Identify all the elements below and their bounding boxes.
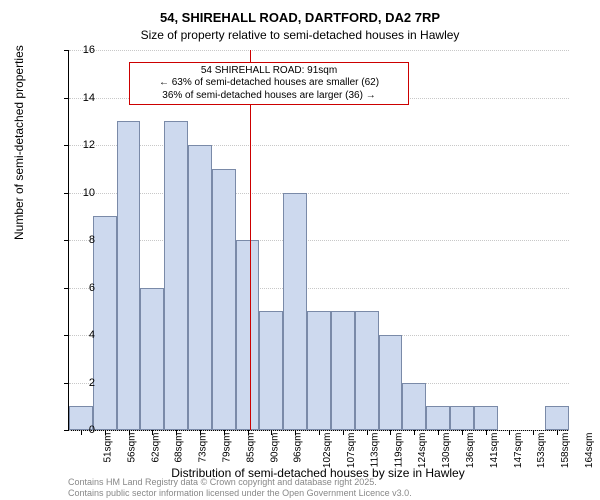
xtick-mark: [414, 430, 415, 435]
xtick-label: 158sqm: [560, 433, 571, 469]
xtick-mark: [176, 430, 177, 435]
gridline: [69, 193, 569, 194]
annotation-line: ← 63% of semi-detached houses are smalle…: [134, 77, 404, 90]
histogram-bar: [259, 311, 283, 430]
histogram-bar: [307, 311, 331, 430]
xtick-label: 73sqm: [198, 433, 209, 463]
gridline: [69, 50, 569, 51]
xtick-mark: [224, 430, 225, 435]
xtick-label: 147sqm: [513, 433, 524, 469]
xtick-label: 153sqm: [537, 433, 548, 469]
xtick-label: 96sqm: [293, 433, 304, 463]
xtick-mark: [509, 430, 510, 435]
xtick-label: 119sqm: [393, 433, 404, 468]
histogram-bar: [117, 121, 141, 430]
xtick-mark: [390, 430, 391, 435]
xtick-mark: [343, 430, 344, 435]
histogram-bar: [355, 311, 379, 430]
histogram-bar: [402, 383, 426, 431]
property-marker-line: [250, 50, 251, 430]
xtick-mark: [557, 430, 558, 435]
xtick-mark: [295, 430, 296, 435]
annotation-line: 54 SHIREHALL ROAD: 91sqm: [134, 65, 404, 78]
histogram-bar: [426, 406, 450, 430]
xtick-label: 164sqm: [584, 433, 595, 469]
xtick-label: 130sqm: [441, 433, 452, 469]
xtick-mark: [319, 430, 320, 435]
xtick-label: 79sqm: [221, 433, 232, 463]
xtick-label: 68sqm: [174, 433, 185, 463]
histogram-bar: [450, 406, 474, 430]
chart-container: 54, SHIREHALL ROAD, DARTFORD, DA2 7RP Si…: [0, 0, 600, 500]
histogram-bar: [331, 311, 355, 430]
ytick-label: 8: [65, 234, 95, 246]
xtick-label: 102sqm: [322, 433, 333, 469]
xtick-mark: [271, 430, 272, 435]
annotation-box: 54 SHIREHALL ROAD: 91sqm← 63% of semi-de…: [129, 62, 409, 106]
ytick-label: 4: [65, 329, 95, 341]
ytick-label: 2: [65, 377, 95, 389]
ytick-label: 16: [65, 44, 95, 56]
xtick-label: 107sqm: [346, 433, 357, 469]
xtick-mark: [129, 430, 130, 435]
annotation-line: 36% of semi-detached houses are larger (…: [134, 90, 404, 103]
histogram-bar: [164, 121, 188, 430]
xtick-label: 113sqm: [369, 433, 380, 468]
xtick-mark: [438, 430, 439, 435]
xtick-label: 85sqm: [245, 433, 256, 463]
xtick-label: 124sqm: [418, 433, 429, 469]
chart-title-main: 54, SHIREHALL ROAD, DARTFORD, DA2 7RP: [0, 10, 600, 25]
xtick-mark: [200, 430, 201, 435]
xtick-mark: [486, 430, 487, 435]
xtick-label: 62sqm: [150, 433, 161, 463]
y-axis-label: Number of semi-detached properties: [12, 45, 26, 240]
histogram-bar: [93, 216, 117, 430]
histogram-bar: [379, 335, 403, 430]
ytick-label: 14: [65, 92, 95, 104]
xtick-mark: [533, 430, 534, 435]
plot-area: 51sqm56sqm62sqm68sqm73sqm79sqm85sqm90sqm…: [68, 50, 569, 431]
footer-line-2: Contains public sector information licen…: [68, 488, 412, 498]
xtick-label: 141sqm: [489, 433, 500, 469]
xtick-mark: [152, 430, 153, 435]
xtick-mark: [105, 430, 106, 435]
xtick-label: 90sqm: [269, 433, 280, 463]
histogram-bar: [545, 406, 569, 430]
xtick-mark: [248, 430, 249, 435]
histogram-bar: [212, 169, 236, 430]
histogram-bar: [474, 406, 498, 430]
footer-line-1: Contains HM Land Registry data © Crown c…: [68, 477, 377, 487]
ytick-label: 0: [65, 424, 95, 436]
xtick-label: 56sqm: [126, 433, 137, 463]
xtick-mark: [462, 430, 463, 435]
xtick-label: 51sqm: [102, 433, 113, 463]
histogram-bar: [236, 240, 260, 430]
histogram-bar: [188, 145, 212, 430]
histogram-bar: [283, 193, 307, 431]
histogram-bar: [140, 288, 164, 431]
ytick-label: 10: [65, 187, 95, 199]
gridline: [69, 145, 569, 146]
ytick-label: 6: [65, 282, 95, 294]
gridline: [69, 240, 569, 241]
chart-title-sub: Size of property relative to semi-detach…: [0, 28, 600, 42]
xtick-mark: [367, 430, 368, 435]
xtick-label: 136sqm: [465, 433, 476, 469]
ytick-label: 12: [65, 139, 95, 151]
footer-attribution: Contains HM Land Registry data © Crown c…: [68, 477, 412, 498]
